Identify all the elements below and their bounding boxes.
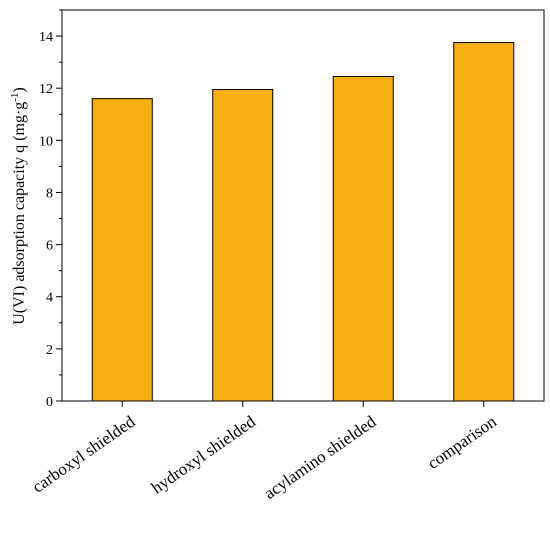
bar-3 xyxy=(453,42,515,402)
y-tick-label: 0 xyxy=(46,395,53,410)
y-axis-ticks: 0 2 4 6 8 10 12 14 xyxy=(39,9,62,410)
bar-group xyxy=(91,42,515,402)
y-tick-label: 2 xyxy=(46,343,53,358)
x-tick-label: comparison xyxy=(424,412,500,473)
y-tick-label: 14 xyxy=(39,30,53,45)
bar-0 xyxy=(91,98,153,402)
y-axis-label: U(VI) adsorption capacity q (mg·g-1) xyxy=(9,87,28,325)
y-tick-label: 10 xyxy=(39,134,53,149)
x-tick-label: acylamino shielded xyxy=(261,412,380,503)
bar-1 xyxy=(212,89,274,402)
x-tick-label: hydroxyl shielded xyxy=(148,412,259,498)
x-axis-ticks: carboxyl shielded hydroxyl shielded acylam… xyxy=(29,401,500,503)
x-tick-label: carboxyl shielded xyxy=(29,412,139,497)
y-tick-label: 8 xyxy=(46,186,53,201)
y-tick-label: 6 xyxy=(46,239,53,254)
y-tick-label: 4 xyxy=(46,291,53,306)
bar-2 xyxy=(332,75,394,402)
y-tick-label: 12 xyxy=(39,82,53,97)
plot-frame xyxy=(61,9,545,402)
